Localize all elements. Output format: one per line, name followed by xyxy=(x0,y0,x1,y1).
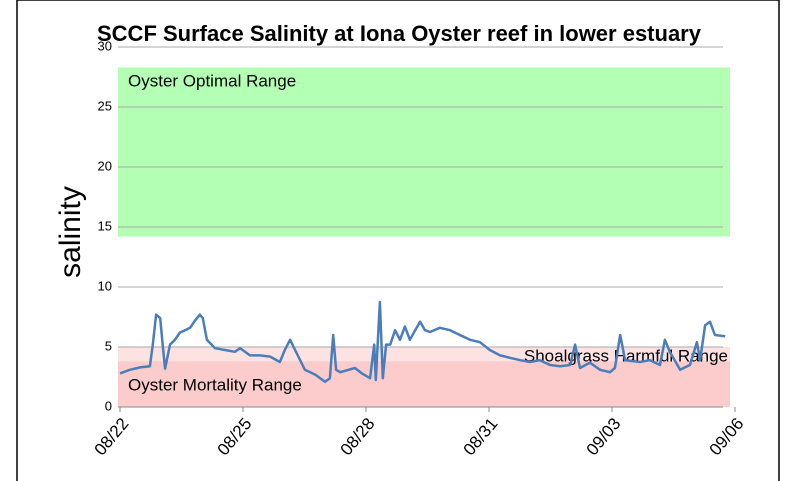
band-label: Oyster Mortality Range xyxy=(128,375,302,394)
y-tick-label: 15 xyxy=(98,218,112,233)
y-tick-label: 0 xyxy=(105,398,112,413)
y-tick-label: 10 xyxy=(98,278,112,293)
y-tick-label: 30 xyxy=(98,38,112,53)
y-tick-label: 25 xyxy=(98,98,112,113)
plot-area: 0 5 10 15 20 25 30 Oyster Optimal Range Shoalgra… xyxy=(91,38,748,459)
data-line xyxy=(119,300,726,384)
range-band xyxy=(118,361,730,407)
band-label: Shoalgrass Harmful Range xyxy=(524,346,728,365)
chart-title: SCCF Surface Salinity at Iona Oyster ree… xyxy=(97,21,702,46)
band-label: Oyster Optimal Range xyxy=(128,71,296,90)
y-axis-label: salinity xyxy=(54,186,87,278)
y-tick-label: 20 xyxy=(98,158,112,173)
range-band xyxy=(118,67,730,237)
y-tick-label: 5 xyxy=(105,338,112,353)
